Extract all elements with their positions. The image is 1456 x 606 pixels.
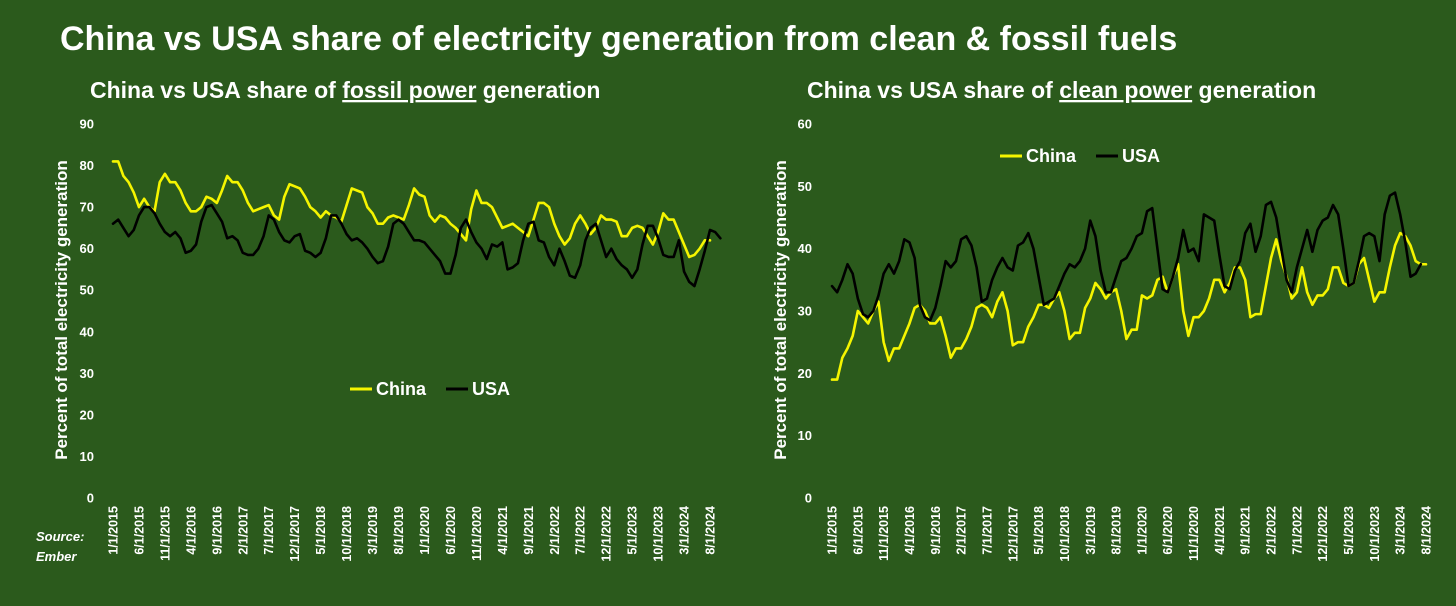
fossil-x-tick-label: 7/1/2022	[574, 506, 588, 555]
clean-chart: China vs USA share of clean power genera…	[771, 77, 1434, 562]
clean-y-tick-label: 10	[798, 428, 812, 443]
clean-chart-title-underlined: clean power	[1059, 77, 1192, 103]
clean-x-tick-label: 9/1/2016	[929, 506, 943, 555]
clean-x-tick-label: 8/1/2019	[1110, 506, 1124, 555]
clean-y-tick-label: 60	[798, 117, 812, 132]
fossil-x-tick-label: 1/1/2020	[418, 506, 432, 555]
clean-x-tick-label: 9/1/2021	[1239, 506, 1253, 555]
fossil-x-tick-label: 9/1/2016	[210, 506, 224, 555]
clean-y-tick-label: 0	[805, 491, 812, 506]
fossil-y-tick-label: 10	[80, 449, 94, 464]
fossil-chart-title: China vs USA share of fossil power gener…	[90, 77, 600, 103]
clean-x-tick-label: 2/1/2022	[1265, 506, 1279, 555]
clean-x-tick-label: 5/1/2018	[1032, 506, 1046, 555]
fossil-x-tick-label: 3/1/2019	[366, 506, 380, 555]
fossil-x-tick-label: 4/1/2016	[184, 506, 198, 555]
clean-x-tick-label: 6/1/2020	[1161, 506, 1175, 555]
clean-legend: China USA	[1000, 146, 1160, 166]
clean-x-tick-label: 11/1/2020	[1187, 506, 1201, 561]
fossil-x-tick-label: 10/1/2018	[340, 506, 354, 562]
clean-x-tick-label: 7/1/2017	[980, 506, 994, 555]
clean-x-tick-label: 4/1/2021	[1213, 506, 1227, 555]
fossil-x-tick-label: 5/1/2023	[626, 506, 640, 555]
clean-y-tick-label: 40	[798, 241, 812, 256]
clean-x-tick-label: 3/1/2019	[1084, 506, 1098, 555]
fossil-legend: China USA	[350, 379, 510, 399]
clean-x-tick-label: 12/1/2017	[1006, 506, 1020, 562]
fossil-x-tick-label: 8/1/2024	[704, 506, 718, 555]
fossil-x-tick-label: 6/1/2015	[132, 506, 146, 555]
fossil-x-tick-label: 5/1/2018	[314, 506, 328, 555]
clean-x-tick-label: 2/1/2017	[955, 506, 969, 555]
clean-series-usa-line	[830, 191, 1423, 322]
fossil-legend-china-label: China	[376, 379, 427, 399]
clean-x-tick-label: 4/1/2016	[903, 506, 917, 555]
fossil-y-tick-label: 80	[80, 158, 94, 173]
main-title: China vs USA share of electricity genera…	[60, 20, 1177, 58]
clean-y-tick-label: 20	[798, 366, 812, 381]
fossil-chart: China vs USA share of fossil power gener…	[52, 77, 722, 562]
clean-x-tick-label: 1/1/2020	[1135, 506, 1149, 555]
clean-x-tick-label: 6/1/2015	[851, 506, 865, 555]
fossil-x-tick-label: 9/1/2021	[522, 506, 536, 555]
fossil-x-tick-label: 10/1/2023	[652, 506, 666, 562]
fossil-x-tick-label: 2/1/2017	[236, 506, 250, 555]
clean-series-china-line	[830, 231, 1428, 381]
clean-y-tick-label: 50	[798, 179, 812, 194]
fossil-y-tick-label: 0	[87, 491, 94, 506]
fossil-y-axis-label: Percent of total electricity generation	[52, 160, 71, 459]
source-label: Source:	[36, 529, 84, 544]
clean-x-tick-label: 12/1/2022	[1316, 506, 1330, 562]
fossil-x-tick-label: 1/1/2015	[107, 506, 121, 555]
clean-x-tick-label: 3/1/2024	[1394, 506, 1408, 555]
fossil-x-tick-label: 11/1/2020	[470, 506, 484, 561]
clean-x-tick-label: 7/1/2022	[1290, 506, 1304, 555]
fossil-y-tick-label: 30	[80, 366, 94, 381]
fossil-x-tick-label: 11/1/2015	[158, 506, 172, 561]
source-value: Ember	[36, 549, 77, 564]
clean-x-tick-label: 8/1/2024	[1420, 506, 1434, 555]
clean-y-tick-label: 30	[798, 304, 812, 319]
clean-chart-title: China vs USA share of clean power genera…	[807, 77, 1316, 103]
fossil-x-tick-label: 7/1/2017	[262, 506, 276, 555]
fossil-x-tick-label: 2/1/2022	[548, 506, 562, 555]
fossil-y-tick-label: 70	[80, 200, 94, 215]
fossil-y-axis: 0 10 20 30 40 50 60 70 80 90	[80, 117, 94, 506]
fossil-plot-area	[111, 160, 722, 288]
fossil-x-tick-label: 12/1/2017	[288, 506, 302, 562]
fossil-x-tick-label: 12/1/2022	[600, 506, 614, 562]
clean-x-axis: 1/1/2015 6/1/2015 11/1/2015 4/1/2016 9/1/201…	[826, 506, 1434, 562]
clean-y-axis: 0 10 20 30 40 50 60	[798, 117, 812, 506]
fossil-series-usa-line	[111, 203, 722, 288]
fossil-x-tick-label: 6/1/2020	[444, 506, 458, 555]
fossil-y-tick-label: 40	[80, 324, 94, 339]
fossil-series-china-line	[111, 160, 712, 259]
clean-x-tick-label: 5/1/2023	[1342, 506, 1356, 555]
clean-y-axis-label: Percent of total electricity generation	[771, 160, 790, 459]
fossil-x-tick-label: 8/1/2019	[392, 506, 406, 555]
fossil-x-axis: 1/1/2015 6/1/2015 11/1/2015 4/1/2016 9/1/201…	[107, 506, 718, 562]
clean-x-tick-label: 11/1/2015	[877, 506, 891, 561]
fossil-x-tick-label: 4/1/2021	[496, 506, 510, 555]
fossil-chart-title-underlined: fossil power	[342, 77, 476, 103]
clean-x-tick-label: 1/1/2015	[826, 506, 840, 555]
clean-x-tick-label: 10/1/2018	[1058, 506, 1072, 562]
fossil-y-tick-label: 50	[80, 283, 94, 298]
fossil-x-tick-label: 3/1/2024	[678, 506, 692, 555]
clean-plot-area	[830, 191, 1428, 381]
clean-x-tick-label: 10/1/2023	[1368, 506, 1382, 562]
fossil-y-tick-label: 90	[80, 117, 94, 132]
fossil-legend-usa-label: USA	[472, 379, 510, 399]
fossil-y-tick-label: 60	[80, 241, 94, 256]
clean-legend-usa-label: USA	[1122, 146, 1160, 166]
clean-legend-china-label: China	[1026, 146, 1077, 166]
fossil-y-tick-label: 20	[80, 407, 94, 422]
